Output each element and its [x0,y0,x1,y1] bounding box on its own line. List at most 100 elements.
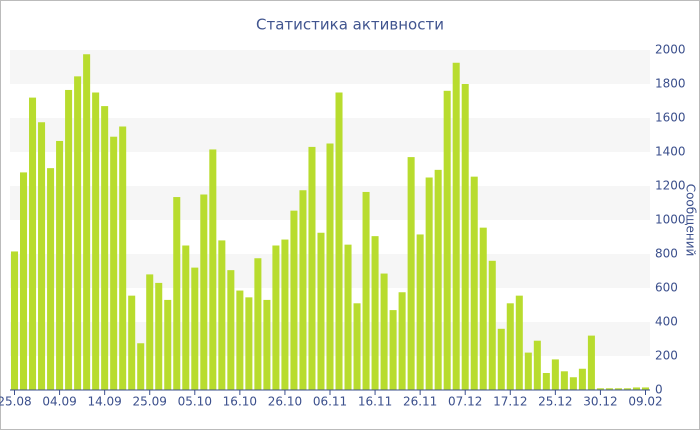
bar [488,260,496,390]
bar [416,234,424,390]
bar [614,388,622,390]
bar [551,359,559,390]
bar [533,340,541,390]
x-tick-label: 25.08 [0,395,32,409]
bar [560,371,568,390]
bar [452,62,460,390]
bar [128,295,136,390]
y-tick-label: 2000 [655,43,686,57]
bar [245,297,253,390]
x-tick-label: 26.11 [403,395,437,409]
x-tick-label: 25.12 [538,395,572,409]
bar [407,157,415,390]
bar [56,140,64,390]
bar [497,328,505,390]
bar [92,92,100,390]
bar [101,106,109,390]
bar [569,377,577,390]
bar [524,352,532,390]
bar [191,267,199,390]
bar [515,295,523,390]
y-tick-label: 1600 [655,111,686,125]
x-tick-label: 17.12 [493,395,527,409]
bar [371,236,379,390]
bar [200,194,208,390]
bar [164,299,172,390]
bar [137,343,145,390]
bar [578,368,586,390]
x-tick-label: 06.11 [313,395,347,409]
bar [290,210,298,390]
x-tick-label: 16.11 [358,395,392,409]
bar [281,239,289,390]
x-tick-label: 07.12 [448,395,482,409]
bar [587,335,595,390]
bar [254,258,262,390]
grid-band [10,50,650,84]
bar [209,149,217,390]
bar [74,76,82,390]
bar [308,146,316,390]
bar [506,303,514,390]
bar [173,197,181,390]
x-tick-label: 14.09 [87,395,121,409]
y-tick-label: 1400 [655,145,686,159]
x-tick-label: 30.12 [583,395,617,409]
bar [263,299,271,390]
bar [326,143,334,390]
bar [10,251,19,390]
bar [479,227,487,390]
x-tick-label: 26.10 [268,395,302,409]
bar [182,245,190,390]
bar [461,84,469,390]
bar [317,232,325,390]
bar [119,126,127,390]
bar [335,92,343,390]
y-tick-label: 600 [655,281,678,295]
bar [47,168,55,390]
bar [596,388,604,390]
bar [380,273,388,390]
bar [218,240,226,390]
y-axis-label: Сообщений [684,184,698,257]
bar [398,292,406,390]
bar [236,290,244,390]
bar [65,89,73,390]
bar [443,90,451,391]
bar [425,177,433,390]
chart-title: Статистика активности [256,16,444,34]
bar [344,244,352,390]
bar [83,54,91,390]
bar [434,169,442,390]
x-tick-label: 16.10 [223,395,257,409]
x-tick-label: 25.09 [133,395,167,409]
bar [470,176,478,390]
x-tick-label: 04.09 [42,395,76,409]
y-tick-label: 1800 [655,77,686,91]
y-tick-label: 400 [655,315,678,329]
y-tick-label: 0 [655,383,663,397]
bar [227,270,235,390]
bar [155,282,163,390]
bar [362,191,370,390]
y-tick-label: 200 [655,349,678,363]
y-tick-label: 1000 [655,213,686,227]
x-tick-label: 09.02 [628,395,662,409]
bar [146,274,154,390]
bar [29,97,37,390]
bar [38,122,46,390]
bar [623,388,631,390]
bar [20,172,28,390]
y-tick-label: 800 [655,247,678,261]
bar [353,303,361,390]
bar [632,387,640,390]
bar [389,310,397,390]
y-tick-label: 1200 [655,179,686,193]
bar [641,387,650,390]
bar [299,190,307,390]
bar [272,245,280,390]
x-tick-label: 05.10 [178,395,212,409]
bar [542,373,550,390]
